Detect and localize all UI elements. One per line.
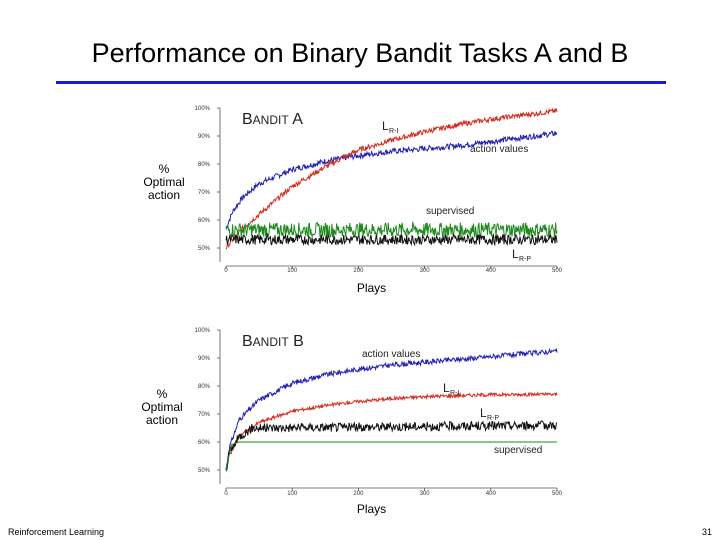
page-number: 31 bbox=[701, 527, 712, 537]
annotation-lri: L bbox=[443, 381, 450, 395]
y-axis-label-line: action bbox=[145, 413, 179, 427]
x-tick-label: 300 bbox=[420, 491, 431, 497]
x-tick-label: 200 bbox=[353, 268, 364, 274]
annotation-supervised: supervised bbox=[426, 206, 474, 217]
panel-label: BANDIT B bbox=[242, 333, 304, 350]
x-tick-label: 200 bbox=[353, 491, 364, 497]
y-tick-label: 60% bbox=[198, 440, 211, 446]
annotation-lri: L bbox=[382, 119, 389, 133]
series-line-action-values bbox=[225, 130, 558, 229]
x-axis-label: Plays bbox=[357, 281, 386, 295]
annotation-lrp: L bbox=[512, 247, 519, 261]
y-tick-label: 70% bbox=[198, 190, 211, 196]
x-tick-label: 400 bbox=[486, 268, 497, 274]
y-tick-label: 80% bbox=[198, 162, 211, 168]
annotation-lri-sub: R-I bbox=[450, 390, 459, 397]
x-tick-label: 0 bbox=[224, 268, 228, 274]
series-line-supervised bbox=[225, 221, 558, 239]
series-line-lr-i bbox=[225, 107, 558, 250]
title-underline bbox=[56, 81, 666, 84]
x-tick-label: 100 bbox=[287, 268, 298, 274]
series-line-lr-p bbox=[225, 232, 558, 247]
y-tick-label: 80% bbox=[198, 384, 211, 390]
chart-panel-b: 50% 60% 70% 80% 90% 100% 0 100 200 300 400 500 Plays… bbox=[195, 328, 563, 516]
x-tick-label: 400 bbox=[486, 491, 497, 497]
y-tick-label: 90% bbox=[198, 134, 211, 140]
annotation-lri-sub: R-I bbox=[389, 128, 398, 135]
y-tick-label: 100% bbox=[195, 328, 211, 334]
y-tick-label: 50% bbox=[198, 468, 211, 474]
slide-title: Performance on Binary Bandit Tasks A and… bbox=[91, 38, 629, 68]
chart-panel-a: 50% 60% 70% 80% 90% 100% 0 100 200 300 400 500 Plays… bbox=[195, 106, 563, 295]
y-axis-label-line: % bbox=[158, 162, 170, 176]
annotation-action-values: action values bbox=[362, 349, 420, 360]
y-tick-label: 60% bbox=[198, 218, 211, 224]
annotation-lrp-sub: R-P bbox=[519, 256, 531, 263]
y-axis-label-a: % Optimal action bbox=[124, 163, 204, 202]
y-axis-label-line: Optimal bbox=[143, 175, 185, 189]
y-tick-label: 50% bbox=[198, 246, 211, 252]
annotation-lrp-sub: R-P bbox=[487, 415, 499, 422]
y-tick-label: 100% bbox=[195, 106, 211, 112]
y-axis-label-line: action bbox=[147, 188, 181, 202]
annotation-action-values: action values bbox=[470, 144, 528, 155]
panel-label: BANDIT A bbox=[242, 111, 303, 128]
x-axis-label: Plays bbox=[357, 502, 386, 516]
series-line-action-values bbox=[225, 347, 558, 471]
series-line-lr-p bbox=[225, 420, 558, 473]
x-tick-label: 0 bbox=[224, 491, 228, 497]
y-axis-label-b: % Optimal action bbox=[122, 388, 202, 427]
annotation-lrp: L bbox=[480, 406, 487, 420]
x-tick-label: 500 bbox=[552, 491, 563, 497]
y-tick-label: 90% bbox=[198, 356, 211, 362]
x-tick-label: 500 bbox=[552, 268, 563, 274]
x-tick-label: 100 bbox=[287, 491, 298, 497]
y-axis-label-line: % bbox=[156, 387, 168, 401]
y-tick-label: 70% bbox=[198, 412, 211, 418]
footer-course: Reinforcement Learning bbox=[8, 527, 105, 537]
series-line-supervised bbox=[225, 441, 557, 471]
annotation-supervised: supervised bbox=[494, 445, 542, 456]
series-line-lr-i bbox=[225, 391, 558, 470]
y-axis-label-line: Optimal bbox=[141, 400, 183, 414]
x-tick-label: 300 bbox=[420, 268, 431, 274]
